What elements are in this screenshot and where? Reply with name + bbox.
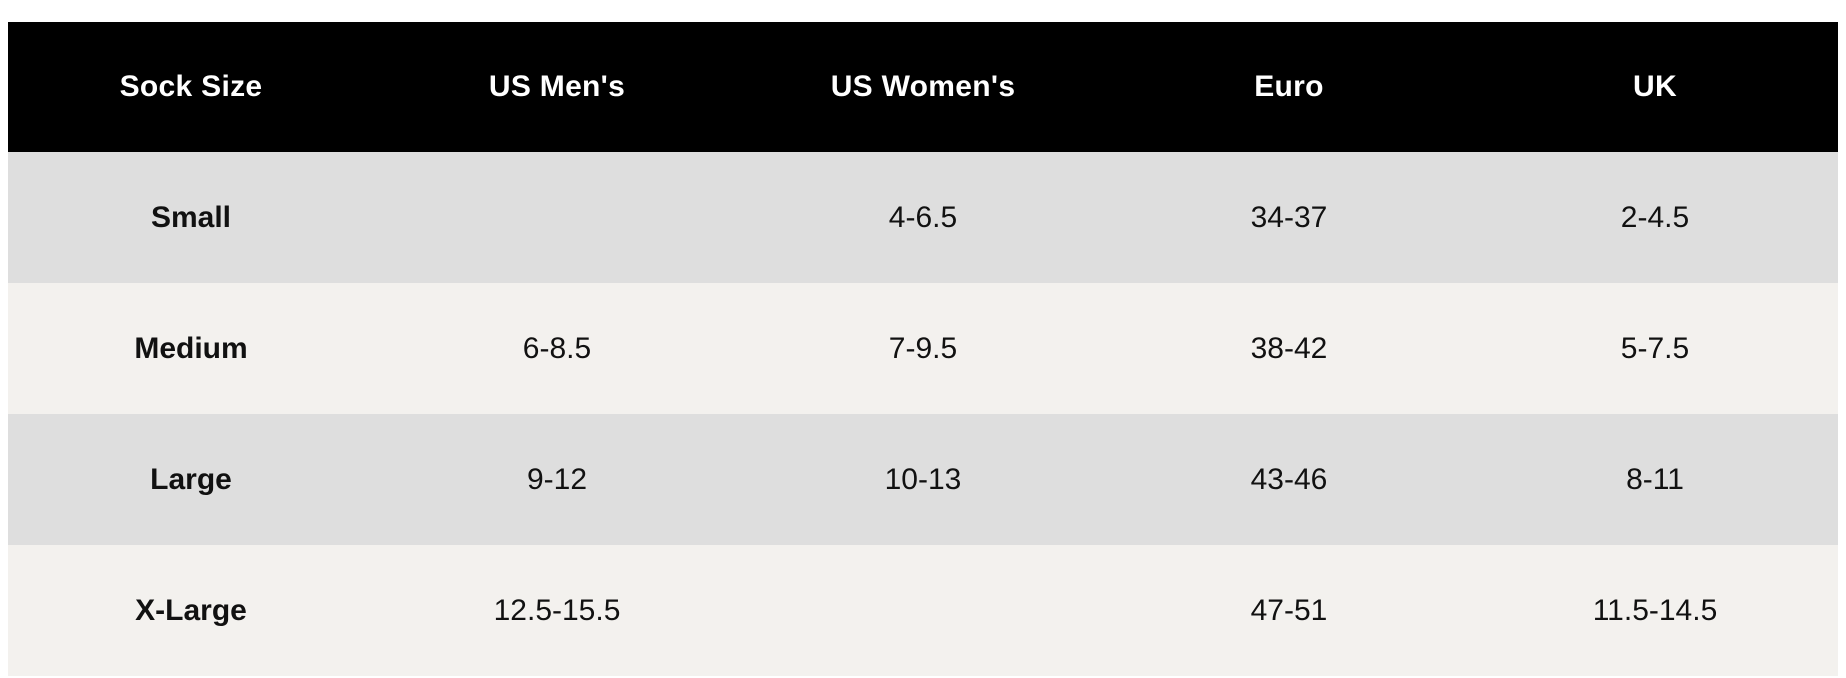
cell-euro: 43-46	[1250, 462, 1328, 496]
cell-uk: 2-4.5	[1620, 200, 1690, 234]
table-row-large: Large 9-12 10-13 43-46 8-11	[8, 414, 1838, 545]
header-us-mens: US Men's	[488, 70, 626, 103]
cell-us-mens: 6-8.5	[522, 331, 592, 365]
cell-uk: 8-11	[1626, 462, 1684, 496]
cell-uk: 5-7.5	[1620, 331, 1690, 365]
cell-us-womens: 7-9.5	[888, 331, 958, 365]
cell-euro: 34-37	[1250, 200, 1328, 234]
cell-us-mens	[374, 152, 740, 283]
header-sock-size: Sock Size	[119, 70, 263, 103]
cell-us-womens: 10-13	[884, 462, 962, 496]
table-row-x-large: X-Large 12.5-15.5 47-51 11.5-14.5	[8, 545, 1838, 676]
header-row: Sock Size US Men's US Women's Euro UK	[8, 22, 1838, 152]
cell-us-mens: 9-12	[526, 462, 588, 496]
cell-size-name: X-Large	[135, 593, 247, 627]
cell-uk: 11.5-14.5	[1592, 593, 1718, 627]
cell-size-name: Medium	[134, 331, 248, 365]
table-header: Sock Size US Men's US Women's Euro UK	[8, 22, 1838, 152]
cell-us-mens: 12.5-15.5	[493, 593, 621, 627]
table-row-small: Small 4-6.5 34-37 2-4.5	[8, 152, 1838, 283]
cell-euro: 38-42	[1250, 331, 1328, 365]
header-us-womens: US Women's	[830, 70, 1016, 103]
cell-size-name: Small	[150, 200, 232, 234]
cell-us-womens: 4-6.5	[888, 200, 958, 234]
sock-size-chart-table: Sock Size US Men's US Women's Euro UK Sm…	[8, 22, 1838, 676]
header-uk: UK	[1633, 70, 1677, 103]
table-row-medium: Medium 6-8.5 7-9.5 38-42 5-7.5	[8, 283, 1838, 414]
cell-euro: 47-51	[1250, 593, 1328, 627]
header-euro: Euro	[1254, 70, 1324, 103]
table-body: Small 4-6.5 34-37 2-4.5 Medium 6-8.5 7-9…	[8, 152, 1838, 676]
cell-size-name: Large	[150, 462, 232, 496]
cell-us-womens	[740, 545, 1106, 676]
